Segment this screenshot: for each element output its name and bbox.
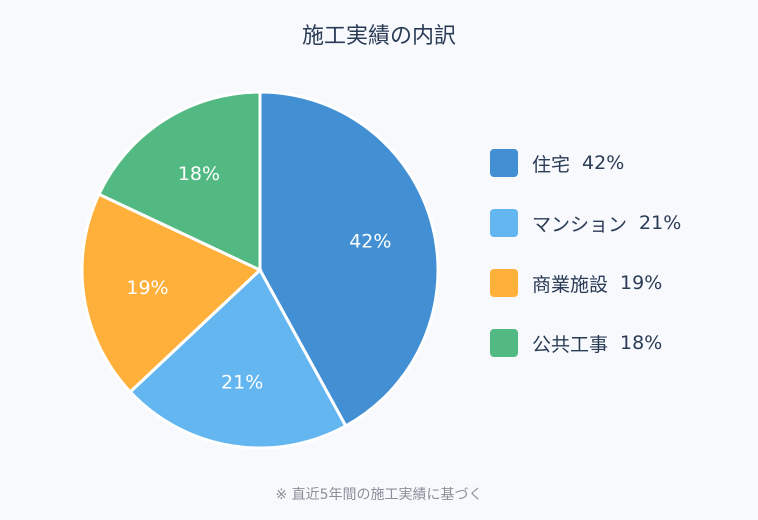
pie-label-commercial: 19% bbox=[126, 277, 168, 299]
legend-label-housing: 住宅 bbox=[532, 153, 571, 176]
pie-slice-condominium bbox=[128, 267, 348, 450]
legend-swatch-commercial bbox=[490, 269, 518, 297]
legend-value-condominium: 21% bbox=[639, 212, 682, 234]
legend-item-public-works: 公共工事 18% bbox=[490, 328, 681, 358]
legend-label-public-works: 公共工事 bbox=[532, 333, 609, 356]
pie-label-public-works: 18% bbox=[178, 163, 220, 185]
legend-value-housing: 42% bbox=[582, 152, 625, 174]
legend-item-housing: 住宅 42% bbox=[490, 148, 681, 178]
footnote: ※ 直近5年間の施工実績に基づく bbox=[275, 487, 483, 503]
legend-swatch-condominium bbox=[490, 209, 518, 237]
legend: 住宅 42% マンション 21% 商業施設 19% 公共工事 18% bbox=[490, 148, 681, 388]
legend-item-commercial: 商業施設 19% bbox=[490, 268, 681, 298]
pie-label-housing: 42% bbox=[349, 231, 391, 253]
pie-slice-housing bbox=[258, 90, 440, 429]
legend-value-public-works: 18% bbox=[620, 332, 663, 354]
pie-slice-commercial bbox=[80, 192, 263, 394]
legend-value-commercial: 19% bbox=[620, 272, 663, 294]
pie-label-condominium: 21% bbox=[221, 372, 263, 394]
legend-swatch-housing bbox=[490, 149, 518, 177]
chart-title: 施工実績の内訳 bbox=[301, 24, 456, 49]
legend-swatch-public-works bbox=[490, 329, 518, 357]
legend-item-condominium: マンション 21% bbox=[490, 208, 681, 238]
legend-label-commercial: 商業施設 bbox=[532, 273, 609, 296]
pie-slice-public-works bbox=[96, 90, 262, 273]
legend-label-condominium: マンション bbox=[532, 213, 628, 236]
